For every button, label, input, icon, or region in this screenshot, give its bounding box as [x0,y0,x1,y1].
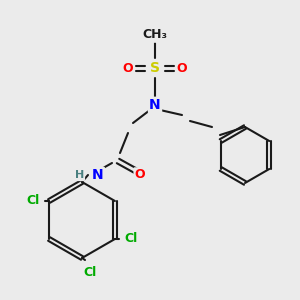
Text: O: O [177,61,187,74]
Text: CH₃: CH₃ [142,28,167,41]
Text: H: H [75,170,84,180]
Text: Cl: Cl [83,266,97,278]
Text: O: O [123,61,133,74]
Text: S: S [150,61,160,75]
Text: N: N [149,98,161,112]
Text: Cl: Cl [124,232,137,245]
Text: O: O [135,169,145,182]
Text: Cl: Cl [26,194,40,208]
Text: N: N [92,168,103,182]
